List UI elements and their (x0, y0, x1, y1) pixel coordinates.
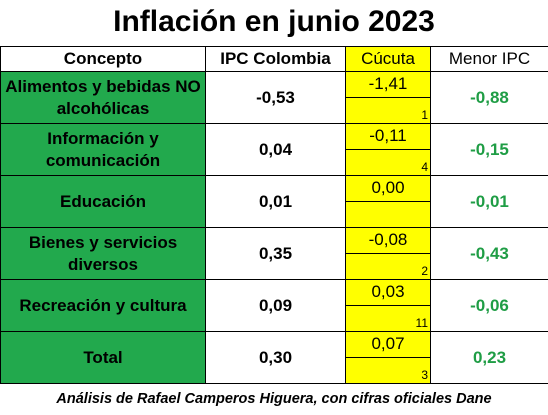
cucuta-value: -0,11 (346, 124, 430, 150)
ipc-cell: 0,01 (205, 175, 346, 228)
cucuta-value: -0,08 (346, 228, 430, 254)
concept-cell: Bienes y servicios diversos (0, 227, 206, 280)
ipc-cell: 0,04 (205, 123, 346, 176)
cucuta-cell: 0,00 (345, 175, 431, 228)
cucuta-cell: -0,08 2 (345, 227, 431, 280)
cucuta-cell: 0,03 11 (345, 279, 431, 332)
cucuta-cell: 0,07 3 (345, 331, 431, 384)
menor-cell: -0,15 (430, 123, 548, 176)
cucuta-rank: 11 (415, 316, 428, 330)
column-header: Concepto (0, 46, 206, 72)
cucuta-value: 0,03 (346, 280, 430, 306)
cucuta-rank: 3 (421, 368, 428, 382)
cucuta-rank: 4 (421, 160, 428, 174)
cucuta-value: -1,41 (346, 72, 430, 98)
cucuta-value: 0,00 (346, 176, 430, 202)
table-row: Información y comunicación 0,04 -0,11 4 -0,1… (0, 123, 548, 176)
concept-cell: Total (0, 331, 206, 384)
table-row: Bienes y servicios diversos 0,35 -0,08 2 -0,… (0, 227, 548, 280)
menor-cell: -0,06 (430, 279, 548, 332)
column-header: IPC Colombia (205, 46, 346, 72)
column-header: Menor IPC (430, 46, 548, 72)
cucuta-rank: 1 (421, 108, 428, 122)
menor-cell: -0,01 (430, 175, 548, 228)
concept-cell: Alimentos y bebidas NO alcohólicas (0, 71, 206, 124)
table-row: Recreación y cultura 0,09 0,03 11 -0,06 (0, 279, 548, 332)
header-row: Concepto IPC Colombia Cúcuta Menor IPC (0, 46, 548, 72)
title: Inflación en junio 2023 (113, 5, 435, 38)
ipc-cell: -0,53 (205, 71, 346, 124)
cucuta-cell: -1,41 1 (345, 71, 431, 124)
ipc-cell: 0,30 (205, 331, 346, 384)
concept-cell: Educación (0, 175, 206, 228)
table-row: Educación 0,01 0,00 -0,01 (0, 175, 548, 228)
table: Concepto IPC Colombia Cúcuta Menor IPC A… (0, 46, 548, 384)
ipc-cell: 0,09 (205, 279, 346, 332)
column-header: Cúcuta (345, 46, 431, 72)
ipc-cell: 0,35 (205, 227, 346, 280)
menor-cell: -0,43 (430, 227, 548, 280)
menor-cell: -0,88 (430, 71, 548, 124)
concept-cell: Información y comunicación (0, 123, 206, 176)
table-row: Total 0,30 0,07 3 0,23 (0, 331, 548, 384)
menor-cell: 0,23 (430, 331, 548, 384)
table-row: Alimentos y bebidas NO alcohólicas -0,53-… (0, 71, 548, 124)
cucuta-rank: 2 (421, 264, 428, 278)
cucuta-value: 0,07 (346, 332, 430, 358)
cucuta-cell: -0,11 4 (345, 123, 431, 176)
footer-note: Análisis de Rafael Camperos Higuera, con… (56, 391, 492, 407)
concept-cell: Recreación y cultura (0, 279, 206, 332)
